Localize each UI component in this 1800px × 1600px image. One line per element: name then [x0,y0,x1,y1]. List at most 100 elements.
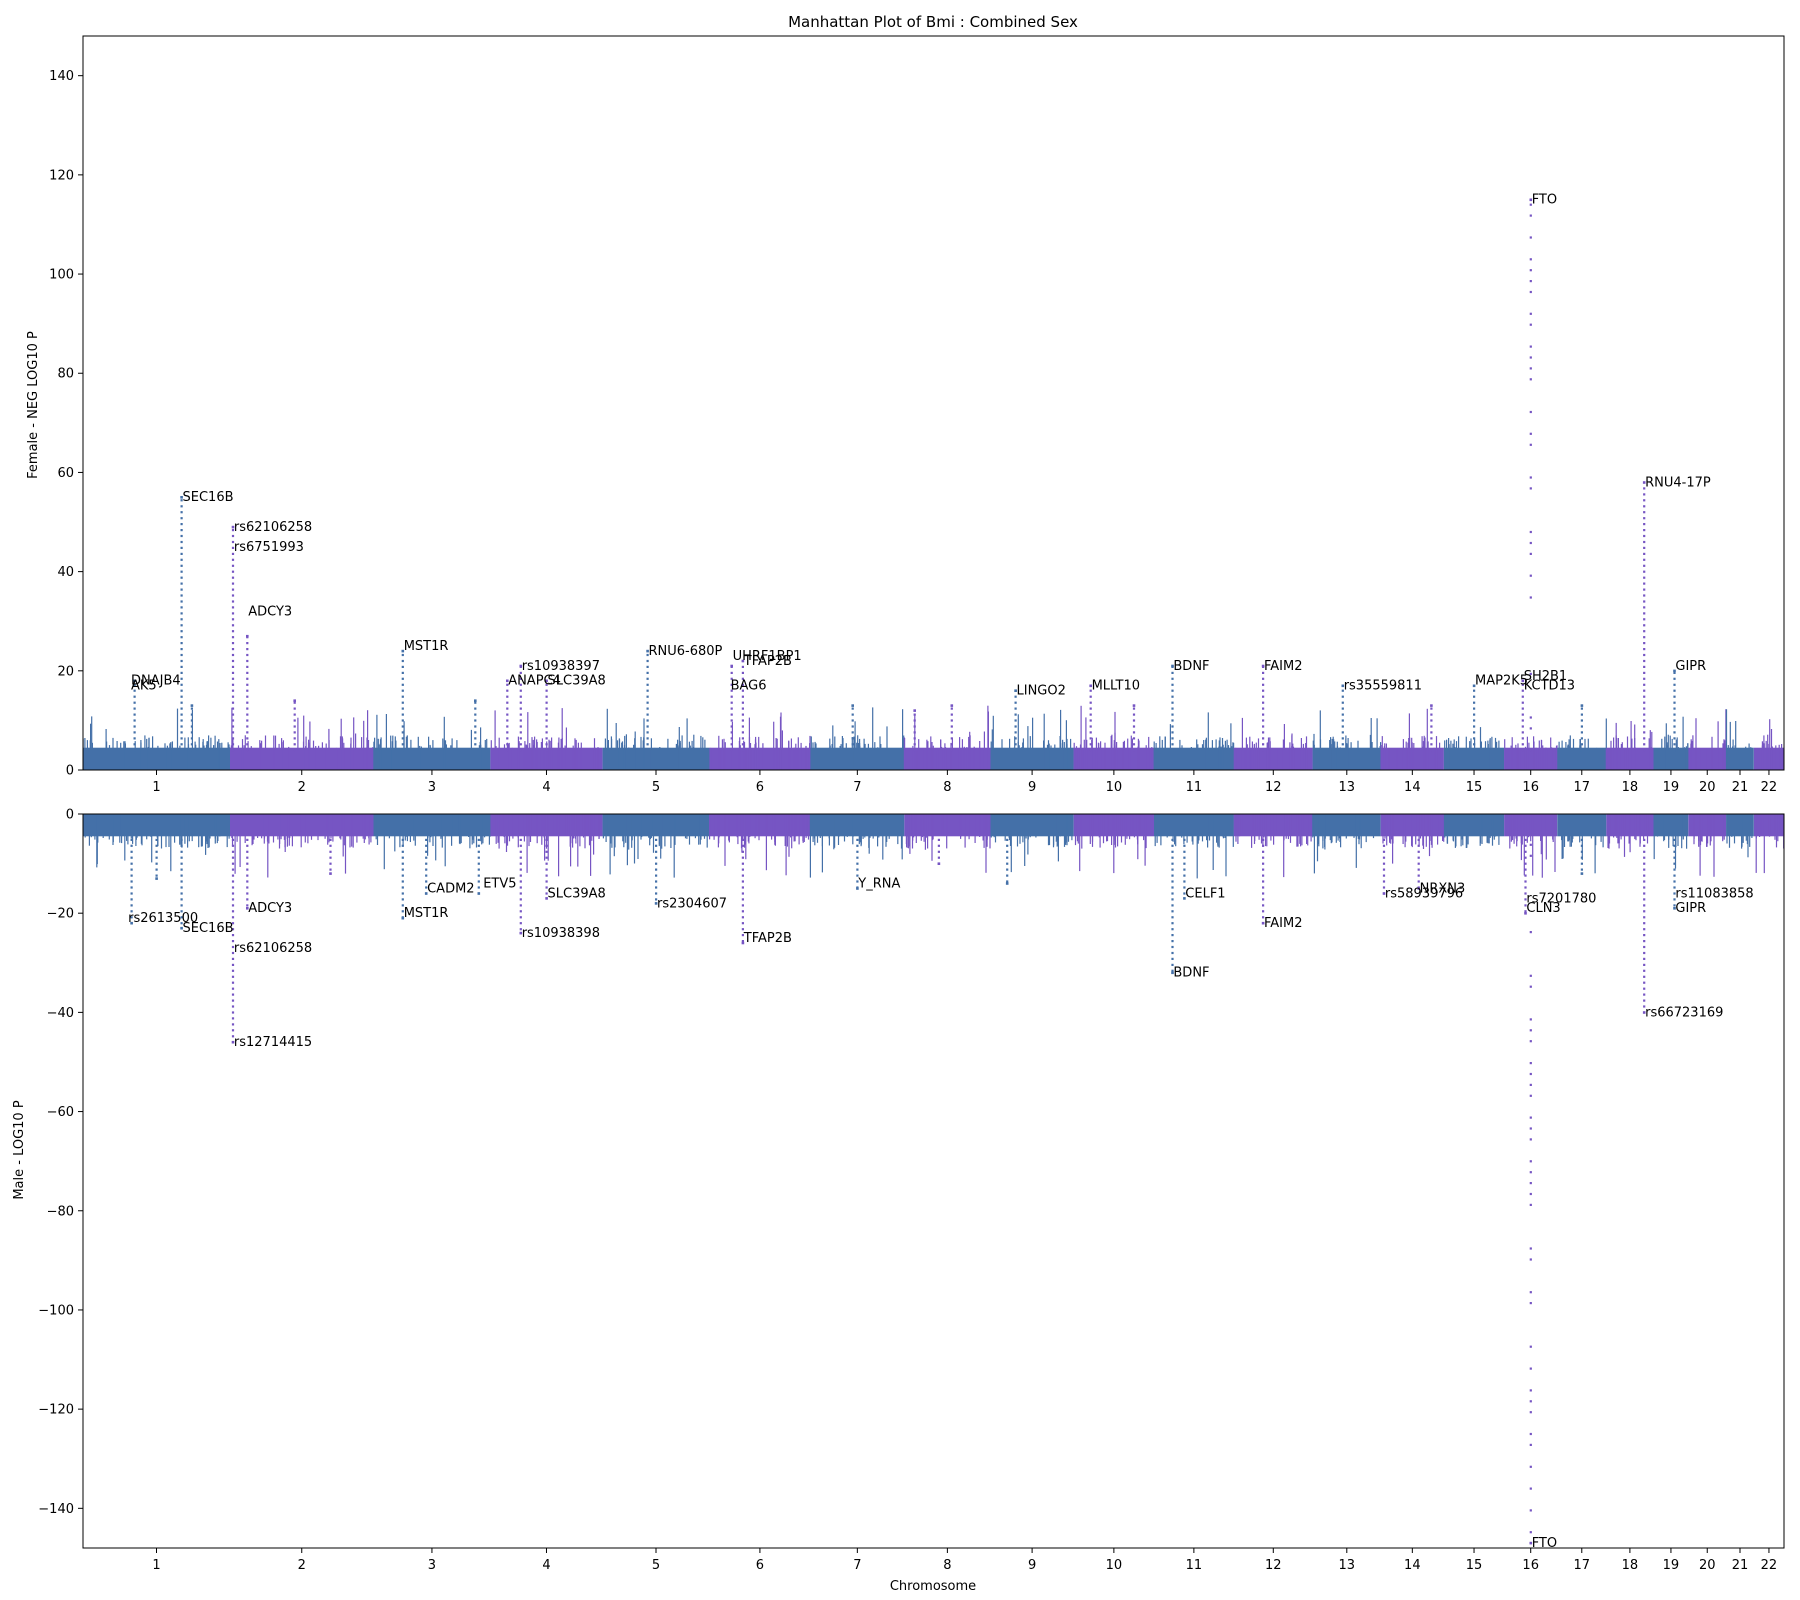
snp-point [655,874,658,877]
snp-point [1171,963,1174,966]
chromosome-band-5 [602,814,710,837]
snp-point [180,749,183,752]
snp-point [730,737,733,740]
snp-point [646,731,649,734]
gene-label-rs2304607: rs2304607 [657,896,727,911]
snp-point [1643,838,1646,841]
snp-point [1643,880,1646,883]
snp-point [1673,743,1676,746]
snp-point [506,749,509,752]
snp-point [180,576,183,579]
snp-point [1171,677,1174,680]
snp-point [293,713,296,716]
chromosome-spikes-19 [1653,814,1688,869]
snp-point [1262,719,1265,722]
snp-point [1529,985,1532,988]
snp-point [401,880,404,883]
peak-chr7 [851,704,854,752]
snp-point [246,844,249,847]
x-tick-label-chr10: 10 [1106,780,1123,795]
snp-point [231,552,235,555]
snp-point [730,731,733,734]
chromosome-spikes-16 [1504,736,1558,770]
snp-point [646,653,649,657]
snp-point [913,719,916,722]
snp-point [1341,731,1344,734]
snp-point [1171,719,1174,722]
snp-point [1430,749,1433,752]
snp-point [180,689,183,692]
snp-point [1171,886,1174,889]
snp-point [1262,689,1265,692]
snp-point [401,749,404,752]
snp-point [1643,862,1646,865]
peak-chr3 [401,832,405,920]
snp-point [1524,874,1527,877]
snp-point [646,737,649,740]
snp-point [1529,312,1532,315]
snp-point [1643,558,1646,561]
snp-point [1006,862,1009,865]
snp-point [545,880,548,883]
snp-point [1382,844,1386,847]
snp-point [155,856,158,859]
peak-chr4 [545,832,548,900]
snp-point [1643,600,1646,603]
snp-point [646,713,649,716]
snp-point [401,695,404,698]
snp-point [231,940,235,943]
snp-point [155,862,158,865]
snp-point [1643,868,1646,871]
snp-point [646,689,649,692]
snp-point [1006,856,1009,859]
peak-chr18 [1642,832,1646,1014]
snp-point [913,725,916,728]
snp-point [180,737,183,740]
peak-chr5 [646,649,649,752]
snp-point [180,517,183,520]
peak-chr11 [1171,664,1174,752]
gene-label-slc39a8: SLC39A8 [548,674,606,689]
x-tick-label-chr21: 21 [1732,780,1749,795]
snp-point [1529,1531,1532,1534]
snp-point [1014,731,1017,734]
snp-point [1529,1345,1532,1348]
snp-point [545,737,548,740]
snp-point [474,719,477,722]
gene-label-fto: FTO [1532,1536,1557,1551]
peak-chr2 [246,832,249,910]
y-tick-label: −100 [38,1303,74,1318]
snp-point [246,880,249,883]
snp-point [1089,731,1092,734]
snp-point [1171,743,1174,746]
snp-point [231,576,235,579]
snp-point [474,725,477,728]
snp-point [506,701,509,704]
snp-point [646,707,649,710]
snp-point [1673,713,1676,716]
snp-point [133,743,136,746]
snp-point [180,624,183,627]
snp-point [231,856,235,859]
snp-point [519,898,522,901]
peak-chr13 [1341,684,1345,752]
peak-top-point [1580,872,1584,875]
snp-point [474,749,477,752]
snp-point [950,725,953,728]
snp-point [1089,749,1092,752]
snp-point [730,707,733,710]
snp-point [1183,868,1186,871]
snp-point [155,868,158,871]
snp-point [1529,1018,1532,1021]
snp-point [1529,1029,1532,1032]
snp-point [1262,707,1265,710]
snp-point [293,725,296,728]
snp-point [741,922,744,925]
snp-point [180,922,183,925]
male-plot-frame [82,813,1785,1549]
snp-point [474,707,477,710]
snp-point [1171,957,1174,960]
snp-point [1643,951,1646,955]
peak-top-point [246,907,249,910]
snp-point [401,910,404,913]
